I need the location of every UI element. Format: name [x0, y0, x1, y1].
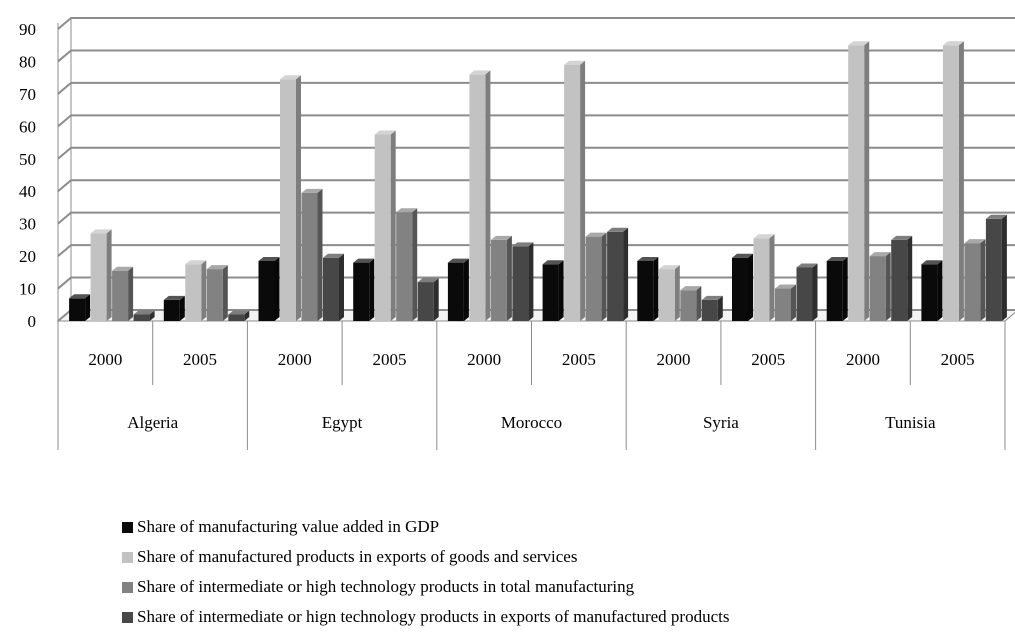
bar — [112, 266, 134, 321]
x-tick-label-year: 2000 — [657, 350, 691, 369]
gridline — [57, 244, 1015, 257]
bar — [90, 229, 112, 321]
bar — [185, 260, 207, 321]
bar — [323, 253, 344, 321]
y-tick-label: 70 — [19, 85, 36, 104]
bar — [490, 235, 512, 321]
x-tick-label-country: Morocco — [501, 413, 562, 432]
bar — [564, 60, 586, 321]
legend-label: Share of manufacturing value added in GD… — [137, 517, 440, 536]
bar — [732, 253, 753, 321]
bar — [512, 242, 534, 321]
bar — [69, 294, 91, 321]
bar — [658, 265, 680, 321]
legend-swatch — [122, 581, 133, 593]
y-tick-label: 20 — [19, 247, 36, 266]
gridline — [57, 276, 1015, 290]
x-tick-label-country: Tunisia — [885, 413, 936, 432]
legend-label: Share of manufactured products in export… — [137, 547, 578, 566]
y-tick-label: 60 — [19, 117, 36, 136]
bar — [942, 41, 964, 321]
x-tick-label-year: 2005 — [751, 350, 785, 369]
legend-label: Share of intermediate or hign technology… — [137, 607, 730, 626]
bar — [396, 208, 418, 321]
bar — [258, 256, 280, 321]
legend-swatch — [122, 521, 133, 533]
y-tick-label: 50 — [19, 150, 36, 169]
bar — [163, 295, 185, 321]
legend-item: Share of manufactured products in export… — [122, 542, 729, 572]
y-tick-label: 30 — [19, 215, 36, 234]
bar — [374, 130, 396, 321]
x-tick-label-year: 2005 — [562, 350, 596, 369]
y-tick-label: 10 — [19, 280, 36, 299]
chart: 0 10 20 30 40 50 60 70 80 90 2000 2005 2000 2005 2000 2… — [19, 16, 1015, 450]
gridline — [57, 81, 1015, 95]
x-tick-label-country: Syria — [703, 413, 739, 432]
bar — [206, 265, 228, 321]
gridline — [57, 114, 1015, 128]
bar — [796, 263, 818, 321]
legend-item: Share of intermediate or hign technology… — [122, 602, 729, 632]
bar — [447, 258, 469, 321]
bar — [869, 252, 891, 321]
bar — [848, 41, 870, 321]
bar — [228, 310, 250, 321]
bar — [985, 214, 1007, 321]
bar — [775, 284, 796, 321]
bar — [701, 295, 723, 321]
legend-label: Share of intermediate or high technology… — [137, 577, 635, 596]
bar — [301, 188, 323, 321]
x-tick-label-year: 2000 — [278, 350, 312, 369]
bar — [964, 239, 986, 321]
bar — [417, 278, 439, 321]
gridline — [57, 179, 1015, 192]
y-tick-label: 90 — [19, 20, 36, 39]
y-tick-label: 0 — [28, 312, 37, 331]
x-tick-label-year: 2005 — [941, 350, 975, 369]
gridline — [57, 17, 1015, 30]
y-tick-label: 40 — [19, 182, 36, 201]
y-tick-label: 80 — [19, 52, 36, 71]
bar — [680, 286, 702, 321]
gridline — [57, 146, 1015, 160]
x-tick-label-year: 2000 — [88, 350, 122, 369]
bar — [542, 260, 564, 321]
bar — [637, 256, 659, 321]
legend: Share of manufacturing value added in GD… — [122, 512, 729, 632]
x-tick-label-year: 2005 — [183, 350, 217, 369]
x-tick-label-year: 2000 — [467, 350, 501, 369]
bar — [891, 235, 913, 321]
gridline — [57, 211, 1015, 225]
bar — [133, 310, 155, 321]
x-tick-label-country: Egypt — [322, 413, 363, 432]
legend-item: Share of intermediate or high technology… — [122, 572, 729, 602]
x-tick-label-country: Algeria — [127, 413, 178, 432]
bar — [280, 75, 301, 322]
bar — [921, 260, 943, 321]
bar — [469, 70, 491, 321]
gridline — [57, 49, 1015, 63]
bar — [353, 258, 375, 321]
bar — [607, 227, 629, 321]
x-tick-label-year: 2005 — [372, 350, 406, 369]
legend-swatch — [122, 551, 133, 563]
x-tick-label-year: 2000 — [846, 350, 880, 369]
side-wall — [57, 16, 72, 323]
bar — [753, 234, 775, 321]
legend-item: Share of manufacturing value added in GD… — [122, 512, 729, 542]
bar — [826, 256, 848, 321]
bar — [585, 232, 607, 321]
legend-swatch — [122, 611, 133, 623]
